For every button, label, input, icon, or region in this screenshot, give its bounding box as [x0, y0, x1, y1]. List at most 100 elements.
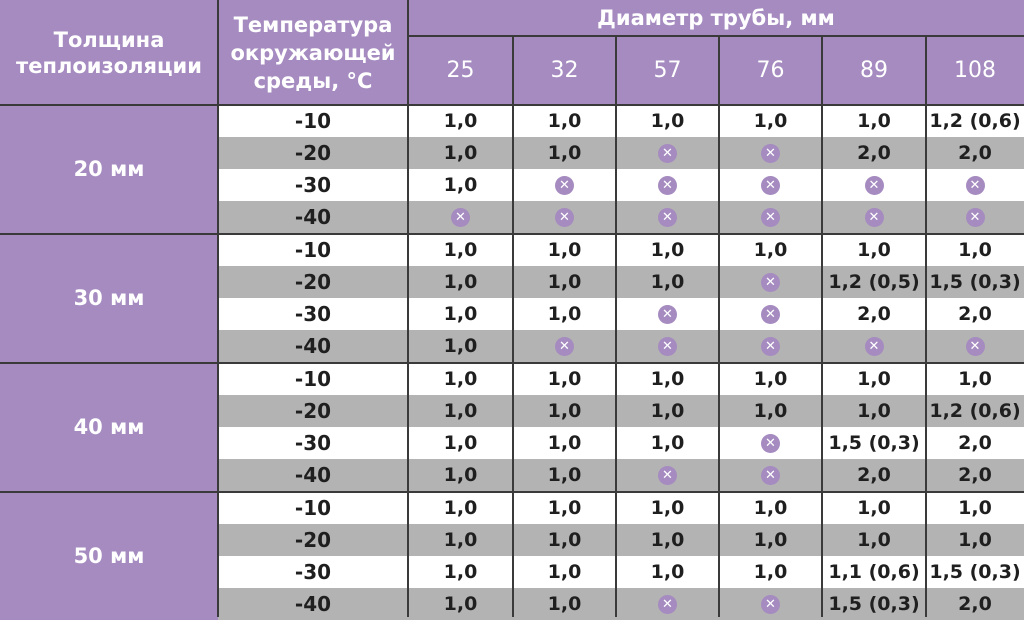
diameter-label: 32	[550, 58, 579, 83]
value-cell: 1,0	[857, 368, 891, 390]
not-allowed-cell: ✕	[719, 201, 822, 233]
table-row	[218, 556, 1024, 588]
not-allowed-cell: ✕	[616, 169, 719, 201]
value-cell: 1,0	[443, 368, 478, 390]
value-cell: 1,0	[547, 239, 582, 261]
not-allowed-cell: ✕	[822, 169, 926, 201]
value-cell: 1,5 (0,3)	[929, 561, 1021, 583]
x-circle-icon: ✕	[555, 336, 574, 356]
table-row	[218, 395, 1024, 427]
not-allowed-cell: ✕	[616, 201, 719, 233]
x-circle-icon: ✕	[864, 207, 884, 227]
column-divider	[217, 0, 219, 617]
value-cell: 1,0	[650, 497, 685, 519]
diameter-label: 89	[860, 58, 888, 83]
value-cell: 1,0	[857, 400, 891, 422]
column-divider	[615, 36, 617, 617]
value-cell: 1,0	[443, 432, 478, 454]
table-row	[218, 427, 1024, 459]
value-cell: 1,0	[443, 142, 478, 164]
value-cell: 1,0	[857, 497, 891, 519]
temperature-cell: -40	[294, 592, 332, 616]
x-circle-icon: ✕	[965, 175, 985, 195]
temperature-cell: -10	[294, 496, 332, 520]
x-circle-icon: ✕	[965, 207, 985, 227]
thickness-cell: 30 мм	[0, 234, 218, 362]
temperature-cell: -20	[294, 141, 332, 165]
temperature-cell: -20	[294, 399, 332, 423]
not-allowed-cell: ✕	[719, 298, 822, 330]
value-cell: 1,0	[443, 271, 478, 293]
table-row	[218, 266, 1024, 298]
value-cell: 2,0	[958, 432, 992, 454]
diameter-label: 25	[446, 58, 475, 83]
value-cell: 1,0	[857, 110, 891, 132]
value-cell: 1,0	[547, 368, 582, 390]
column-divider	[512, 36, 514, 617]
thickness-cell: 20 мм	[0, 105, 218, 233]
value-cell: 1,0	[443, 497, 478, 519]
not-allowed-cell: ✕	[616, 330, 719, 362]
value-cell: 1,0	[547, 497, 582, 519]
table-row	[218, 588, 1024, 620]
diameter-89: 89	[822, 36, 926, 105]
not-allowed-cell: ✕	[822, 201, 926, 233]
x-circle-icon: ✕	[761, 433, 780, 453]
thickness-label: 20 мм	[73, 157, 145, 181]
column-divider	[821, 36, 823, 617]
column-divider	[925, 36, 927, 617]
temperature-cell: -30	[294, 431, 332, 455]
column-divider	[407, 0, 409, 617]
value-cell: 1,0	[443, 464, 478, 486]
value-cell: 1,0	[547, 303, 582, 325]
value-cell: 1,0	[958, 239, 992, 261]
value-cell: 1,2 (0,6)	[929, 400, 1021, 422]
value-cell: 1,0	[443, 303, 478, 325]
x-circle-icon: ✕	[761, 594, 780, 614]
thickness-cell: 50 мм	[0, 492, 218, 620]
header-diameter-label: Диаметр трубы, мм	[597, 6, 835, 30]
x-circle-icon: ✕	[864, 336, 884, 356]
temperature-cell: -30	[294, 302, 332, 326]
x-circle-icon: ✕	[761, 143, 780, 163]
not-allowed-cell: ✕	[719, 459, 822, 491]
value-cell: 1,0	[547, 432, 582, 454]
value-cell: 1,5 (0,3)	[828, 593, 920, 615]
value-cell: 2,0	[857, 142, 891, 164]
not-allowed-cell: ✕	[513, 169, 616, 201]
temperature-cell: -40	[294, 205, 332, 229]
not-allowed-cell: ✕	[719, 137, 822, 169]
thickness-cell: 40 мм	[0, 363, 218, 491]
value-cell: 1,0	[650, 561, 685, 583]
value-cell: 1,0	[753, 561, 788, 583]
value-cell: 1,0	[753, 400, 788, 422]
group-divider	[0, 104, 1024, 106]
value-cell: 1,0	[443, 561, 478, 583]
x-circle-icon: ✕	[658, 336, 677, 356]
table-row	[218, 330, 1024, 362]
value-cell: 1,0	[958, 529, 992, 551]
x-circle-icon: ✕	[451, 207, 470, 227]
table-row	[218, 492, 1024, 524]
value-cell: 1,0	[650, 432, 685, 454]
not-allowed-cell: ✕	[616, 459, 719, 491]
header-diameter: Диаметр трубы, мм	[408, 0, 1024, 36]
group-divider	[0, 491, 1024, 493]
not-allowed-cell: ✕	[616, 588, 719, 620]
diameter-76: 76	[719, 36, 822, 105]
table-row	[218, 234, 1024, 266]
value-cell: 1,0	[443, 400, 478, 422]
value-cell: 1,0	[650, 529, 685, 551]
diameter-label: 76	[756, 58, 785, 83]
x-circle-icon: ✕	[658, 594, 677, 614]
value-cell: 1,0	[547, 464, 582, 486]
value-cell: 1,0	[650, 110, 685, 132]
header-thickness: Толщина теплоизоляции	[0, 0, 218, 105]
not-allowed-cell: ✕	[408, 201, 513, 233]
value-cell: 1,0	[443, 529, 478, 551]
value-cell: 1,0	[650, 239, 685, 261]
x-circle-icon: ✕	[658, 175, 677, 195]
value-cell: 1,2 (0,6)	[929, 110, 1021, 132]
value-cell: 1,0	[753, 497, 788, 519]
